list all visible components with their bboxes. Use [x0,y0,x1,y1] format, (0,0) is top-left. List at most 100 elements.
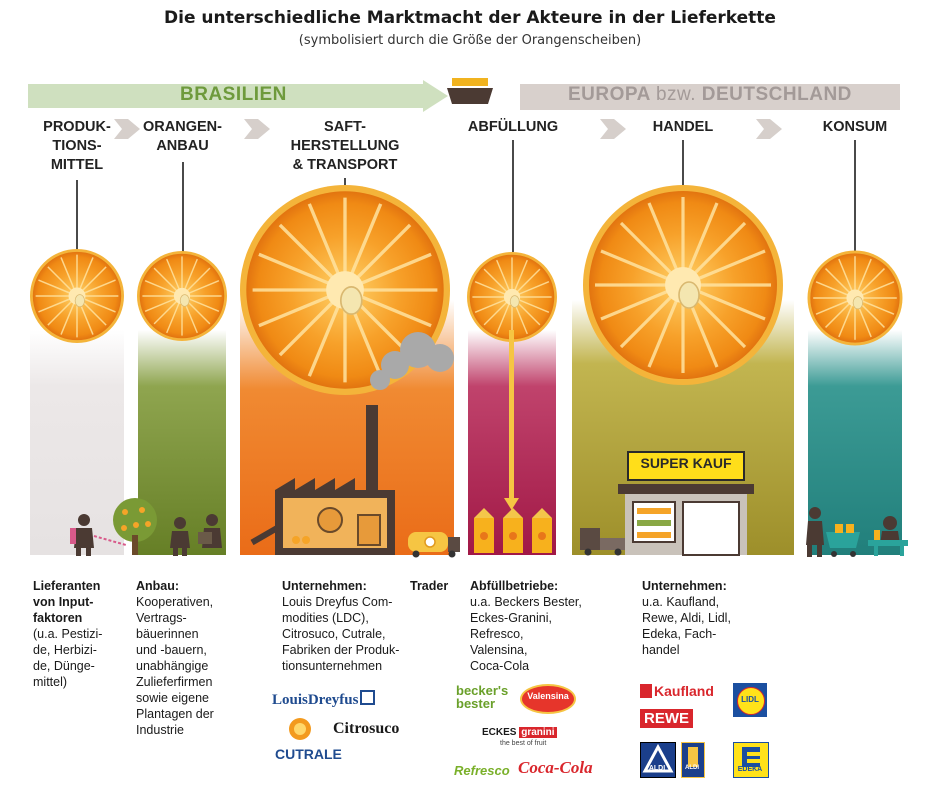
desc-head: Unternehmen: [642,579,727,593]
consumer-icon [806,507,860,557]
ship-icon [447,78,493,104]
juice-drip [509,330,514,500]
desc-body: (u.a. Pestizi- [33,627,103,641]
desc-body: Citrosuco, Cutrale, [282,627,386,641]
desc-body: unabhängige [136,659,209,673]
logo-valensina-badge [520,684,576,714]
desc-body: de, Dünge- [33,659,95,673]
desc-juice: Unternehmen: Louis Dreyfus Com- modities… [282,578,422,674]
desc-head: Unternehmen: [282,579,367,593]
chevron-right-icon [600,119,626,139]
page-title: Die unterschiedliche Marktmacht der Akte… [164,8,776,28]
chevron-right-icon [756,119,782,139]
stage-arrows [114,119,782,139]
logo-cutrale: CUTRALE [275,746,342,762]
stage-consumer: KONSUM [800,118,910,137]
desc-body: Plantagen der [136,707,214,721]
logo-lidl: LIDL [741,695,759,704]
desc-body: handel [642,643,680,657]
chevron-right-icon [244,119,270,139]
stage-inputs: PRODUK- TIONS- MITTEL [22,118,132,175]
desc-head: faktoren [33,611,83,625]
stage-label-line: HERSTELLUNG [290,138,400,154]
desc-body: Zulieferfirmen [136,675,213,689]
desc-head: Lieferanten [33,579,101,593]
stage-label-line: MITTEL [50,157,104,173]
cutrale-sun-icon [289,718,311,740]
logo-beckers-b: bester [456,696,496,711]
orange-slice-consumer [806,249,904,347]
orange-slice-farming [136,250,228,342]
stage-label-line: TIONS- [52,138,102,154]
stage-label-line: PRODUK- [43,119,111,135]
desc-head: Abfüllbetriebe: [470,579,559,593]
logo-eckes-granini: ECKES granini [482,727,557,738]
region-europe: EUROPA bzw. DEUTSCHLAND [568,84,852,106]
desc-body: Kooperativen, [136,595,214,609]
juice-cartons-icon [474,508,552,553]
desc-head: von Input- [33,595,94,609]
smoke-icon [370,332,454,390]
orange-slice-retail [581,183,785,387]
logo-edeka: EDEKA [737,766,763,773]
logo-refresco: Refresco [454,763,510,778]
logo-eckes-a: ECKES [482,727,517,738]
logo-beckers-bester: becker's bester [456,684,508,710]
desc-body: u.a. Beckers Bester, [470,595,582,609]
stage-label-line: KONSUM [822,119,888,135]
desc-body: Rewe, Aldi, Lidl, [642,611,731,625]
logo-cocacola: Coca-Cola [518,758,593,777]
desc-body: Louis Dreyfus Com- [282,595,393,609]
stage-juice: SAFT- HERSTELLUNG & TRANSPORT [280,118,410,175]
logo-aldi-nord-text: ALDI [685,765,699,771]
stage-bottling: ABFÜLLUNG [458,118,568,137]
desc-body: Refresco, [470,627,524,641]
region-europe-a: EUROPA [568,84,651,105]
stage-label-line: HANDEL [652,119,714,135]
band-inputs [30,330,124,555]
orange-slice-inputs [29,248,125,344]
logo-valensina: Valensina [527,691,569,701]
desc-body: Industrie [136,723,184,737]
stage-label-line: ANBAU [156,138,209,154]
desc-body: u.a. Kaufland, [642,595,720,609]
page-subtitle: (symbolisiert durch die Größe der Orange… [298,33,642,48]
logo-rewe: REWE [640,709,693,728]
chevron-right-icon [114,119,140,139]
logo-kaufland: Kaufland [640,683,714,699]
region-brazil: BRASILIEN [180,84,287,105]
desc-body: sowie eigene [136,691,209,705]
logo-edeka-badge [733,742,769,778]
stage-label-line: SAFT- [324,119,366,135]
logo-aldi-sued [640,742,676,778]
logo-kaufland-text: Kaufland [654,683,714,699]
desc-body: de, Herbizi- [33,643,97,657]
desc-body: Eckes-Granini, [470,611,552,625]
desc-body: tionsunternehmen [282,659,383,673]
logo-aldi-nord [681,742,705,778]
stage-label-line: ABFÜLLUNG [467,119,559,135]
cashier-icon [868,516,908,556]
desc-head: Trader [410,579,449,593]
region-europe-c: DEUTSCHLAND [701,84,852,105]
tanker-truck-icon [408,532,460,558]
desc-farming: Anbau: Kooperativen, Vertrags- bäuerinne… [136,578,246,738]
logo-louisdreyfus: LouisDreyfus [272,690,376,709]
brazil-arrow [28,80,448,112]
orange-tree-icon [113,498,157,555]
desc-body: und -bauern, [136,643,207,657]
logo-louisdreyfus-text: LouisDreyfus [272,692,359,708]
desc-inputs: Lieferanten von Input- faktoren (u.a. Pe… [33,578,133,690]
logo-eckes-b: granini [519,727,557,738]
logo-lidl-badge [733,683,767,717]
desc-body: bäuerinnen [136,627,199,641]
picker-icon [170,514,222,556]
desc-body: Coca-Cola [470,659,530,673]
aldi-a-icon [642,743,674,773]
desc-body: Edeka, Fach- [642,627,717,641]
chimney-icon [366,405,378,495]
delivery-truck-icon [580,528,628,556]
stage-retail: HANDEL [628,118,738,137]
store-sign: SUPER KAUF [640,455,732,471]
